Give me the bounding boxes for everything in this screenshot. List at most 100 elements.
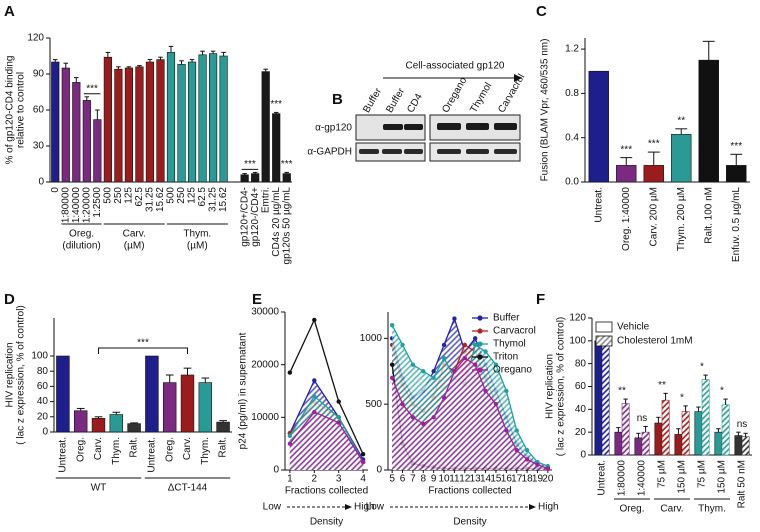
data-point (287, 433, 293, 438)
data-point (514, 428, 519, 433)
x-tick-label: 31.25 (208, 187, 219, 212)
series-area (289, 412, 364, 470)
legend-swatch (595, 321, 613, 333)
bar (240, 174, 249, 183)
y-tick-label: 0.0 (565, 177, 579, 188)
x-tick-label: 6 (400, 474, 406, 485)
y-tick-label: 0 (376, 465, 382, 476)
group-label: (µM) (124, 241, 145, 252)
x-tick-label: 9 (431, 474, 437, 485)
bar (621, 403, 630, 456)
x-tick-label: 12 (459, 474, 471, 485)
data-point (336, 399, 341, 404)
x-tick-label: 5 (389, 474, 395, 485)
lane-label: Buffer (361, 86, 384, 115)
data-point (493, 362, 499, 367)
group-label: Oreg. (619, 504, 644, 515)
x-tick-label: 1:80000 (617, 460, 628, 497)
x-tick-label: 11 (449, 474, 460, 485)
y-tick-label: 60 (37, 381, 49, 392)
annotation: *** (730, 141, 742, 152)
bar (601, 340, 610, 456)
x-tick-label: Ralt 50 nM (737, 460, 748, 508)
bar (219, 55, 228, 183)
y-tick-label: 20000 (251, 359, 279, 370)
data-point (472, 362, 478, 367)
annotation: *** (86, 83, 98, 94)
annotation: *** (270, 99, 282, 110)
x-tick-label: Untreat. (597, 460, 608, 496)
data-point (312, 409, 317, 415)
x-tick-label: gp120-/CD4+ (250, 187, 261, 247)
bar (156, 59, 165, 183)
legend-label: Triton (493, 352, 518, 363)
panel-letter: B (332, 91, 343, 108)
x-tick-label: 250 (113, 187, 124, 204)
legend-marker (477, 367, 483, 373)
x-tick-label: 125 (187, 187, 198, 204)
bar (103, 56, 112, 183)
bar (261, 71, 270, 183)
data-point (336, 415, 341, 420)
data-point (389, 362, 395, 367)
y-tick-label: 0 (38, 177, 44, 188)
data-point (431, 369, 436, 374)
bar (694, 411, 703, 456)
group-label: (dilution) (62, 241, 100, 252)
bar (614, 431, 623, 456)
x-tick-label: 1:40000 (637, 460, 648, 497)
y-tick-label: 80 (37, 366, 49, 377)
bar (198, 382, 213, 433)
data-point (400, 342, 405, 348)
annotation: ** (658, 380, 666, 391)
data-point (462, 342, 468, 348)
significance-bracket (98, 347, 188, 354)
x-tick-label: 1:20000 (81, 187, 92, 224)
annotation: * (700, 362, 704, 373)
row-label: α-gp120 (315, 123, 352, 134)
density-axis: Density (310, 517, 343, 528)
data-point (483, 388, 488, 394)
legend-marker (477, 341, 483, 347)
y-axis-title: % of gp120-CD4 binding (5, 56, 16, 165)
series-line (289, 411, 364, 463)
x-tick-label: 125 (124, 187, 135, 204)
y-tick-label: 80 (575, 358, 587, 369)
density-arrowhead (529, 504, 536, 510)
y-tick-label: 0.8 (565, 88, 579, 99)
bar (180, 374, 195, 433)
data-point (441, 395, 447, 400)
lane-label: Thymol (468, 81, 494, 115)
x-tick-label: 19 (532, 474, 544, 485)
bar (674, 434, 683, 456)
x-tick-label: Thym. (200, 437, 211, 465)
density-axis: Density (453, 517, 486, 528)
bar (145, 61, 155, 183)
bar (91, 418, 106, 433)
x-tick-label: 15.62 (155, 187, 166, 212)
bar (282, 173, 291, 183)
y-axis-title: HIV replication (5, 342, 16, 407)
bar (162, 382, 177, 433)
annotation: *** (281, 159, 293, 170)
y-tick-label: 10000 (251, 412, 279, 423)
bar (166, 52, 176, 183)
bar (51, 61, 60, 183)
legend-label: Buffer (493, 313, 520, 324)
x-tick-label: 75 µM (697, 460, 708, 488)
x-tick-label: 62.5 (134, 187, 145, 207)
bar (734, 435, 743, 456)
group-label: ΔCT-144 (168, 483, 208, 494)
bar (208, 53, 218, 183)
x-tick-label: 1:80000 (60, 187, 71, 224)
legend-marker (477, 354, 483, 360)
panel-letter: E (252, 291, 262, 308)
x-tick-label: 17 (511, 474, 523, 485)
series-line (289, 318, 364, 455)
row-label: α-GAPDH (307, 147, 352, 158)
bar (187, 61, 197, 183)
bar (124, 67, 134, 183)
bar (82, 100, 91, 183)
bar (698, 59, 719, 183)
y-tick-label: 0 (580, 450, 586, 461)
